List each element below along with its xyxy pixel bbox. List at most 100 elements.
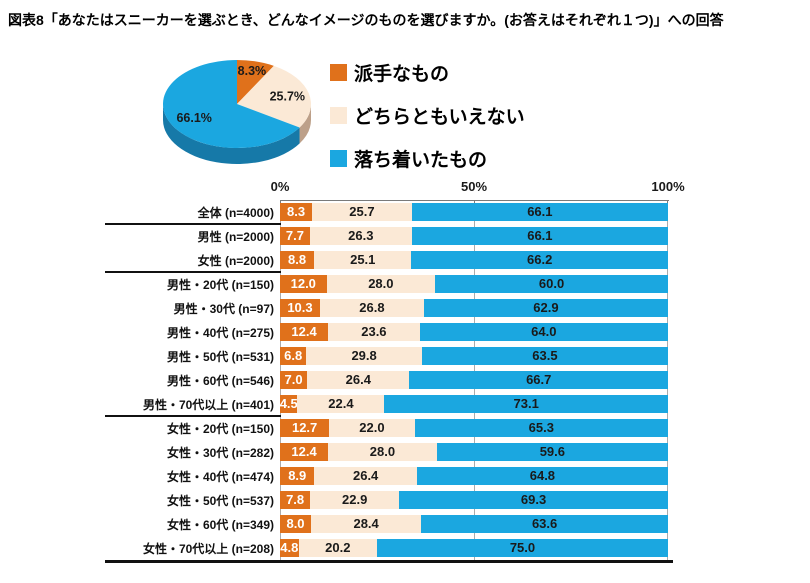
- bar-segment-2: 75.0: [376, 539, 668, 557]
- bar-row: 女性・50代 (n=537) 7.8 22.9 69.3: [105, 488, 669, 512]
- stacked-bar: 7.8 22.9 69.3: [280, 491, 668, 509]
- x-axis-tick-label: 0%: [270, 179, 290, 194]
- bar-segment-1: 22.4: [297, 395, 385, 413]
- bar-chart: 0% 50% 100% 全体 (n=4000) 8.3 25.7 66.1 男性 (n=20…: [105, 179, 685, 567]
- bar-value: 12.4: [291, 444, 317, 459]
- bar-segment-0: 12.4: [280, 323, 329, 341]
- legend-item: どちらともいえない: [330, 103, 525, 128]
- bar-row: 女性・60代 (n=349) 8.0 28.4 63.6: [105, 512, 669, 536]
- bar-segment-0: 6.8: [280, 347, 307, 365]
- row-label: 女性・70代以上 (n=208): [142, 541, 274, 556]
- bar-row: 男性・30代 (n=97) 10.3 26.8 62.9: [105, 296, 669, 320]
- pie-slice-0: [237, 60, 274, 104]
- bar-segment-2: 69.3: [399, 491, 668, 509]
- bar-segment-0: 7.7: [280, 227, 310, 245]
- bar-segment-1: 22.9: [310, 491, 400, 509]
- bar-value: 25.1: [350, 252, 376, 267]
- pie-value-label: 66.1%: [176, 111, 211, 125]
- legend-item: 派手なもの: [330, 60, 525, 85]
- bar-segment-0: 8.9: [280, 467, 315, 485]
- bar-row: 男性・70代以上 (n=401) 4.5 22.4 73.1: [105, 392, 669, 416]
- bar-value: 63.6: [531, 516, 558, 531]
- bar-segment-2: 66.7: [409, 371, 668, 389]
- pie-chart: 8.3%25.7% 66.1%: [162, 60, 311, 164]
- stacked-bar: 10.3 26.8 62.9: [280, 299, 668, 317]
- bar-value: 59.6: [539, 444, 565, 459]
- bar-segment-0: 8.3: [280, 203, 313, 221]
- bar-value: 22.0: [359, 420, 385, 435]
- pie-slice-2: [162, 60, 300, 148]
- bar-segment-0: 8.8: [280, 251, 315, 269]
- bar-value: 10.3: [287, 300, 313, 315]
- bar-segment-0: 12.7: [280, 419, 330, 437]
- bar-segment-1: 22.0: [329, 419, 415, 437]
- bar-value: 12.4: [291, 324, 317, 339]
- bar-segment-2: 65.3: [414, 419, 668, 437]
- bar-segment-0: 7.0: [280, 371, 308, 389]
- row-label: 男性・60代 (n=546): [166, 373, 274, 388]
- bar-value: 26.8: [359, 300, 385, 315]
- bar-row: 女性・40代 (n=474) 8.9 26.4 64.8: [105, 464, 669, 488]
- bar-value: 73.1: [513, 396, 539, 411]
- row-label: 男性・70代以上 (n=401): [142, 397, 274, 412]
- pie-slice-1: [237, 65, 311, 128]
- bar-value: 29.8: [351, 348, 377, 363]
- stacked-bar: 12.0 28.0 60.0: [280, 275, 668, 293]
- bar-segment-1: 23.6: [328, 323, 420, 341]
- legend: 派手なものどちらともいえない 落ち着いたもの: [330, 60, 525, 171]
- bar-row: 女性 (n=2000) 8.8 25.1 66.2: [105, 248, 669, 272]
- figure-title: 図表8「あなたはスニーカーを選ぶとき、どんなイメージのものを選びますか。(お答え…: [8, 12, 724, 28]
- stacked-bar: 12.4 23.6 64.0: [280, 323, 668, 341]
- row-label: 女性・30代 (n=282): [166, 445, 274, 460]
- group-separator: [105, 271, 281, 273]
- bar-value: 64.0: [531, 324, 557, 339]
- stacked-bar: 4.5 22.4 73.1: [280, 395, 668, 413]
- bar-value: 64.8: [529, 468, 556, 483]
- pie-side-2: [163, 104, 300, 164]
- bar-segment-2: 60.0: [435, 275, 668, 293]
- stacked-bar: 8.3 25.7 66.1: [280, 203, 668, 221]
- row-label: 女性・50代 (n=537): [166, 493, 274, 508]
- bar-segment-2: 66.2: [411, 251, 668, 269]
- stacked-bar: 8.9 26.4 64.8: [280, 467, 668, 485]
- bar-value: 4.8: [280, 540, 299, 555]
- row-label: 女性・40代 (n=474): [166, 469, 274, 484]
- stacked-bar: 6.8 29.8 63.5: [280, 347, 668, 365]
- x-axis-tick-label: 100%: [651, 179, 685, 194]
- bar-value: 65.3: [528, 420, 554, 435]
- bar-value: 26.4: [352, 468, 379, 483]
- bar-value: 7.8: [286, 492, 305, 507]
- bar-segment-2: 59.6: [436, 443, 668, 461]
- row-label: 女性・20代 (n=150): [166, 421, 274, 436]
- bar-segment-0: 7.8: [280, 491, 311, 509]
- pie-side-1: [299, 104, 311, 144]
- legend-label: どちらともいえない: [354, 106, 525, 128]
- bar-segment-2: 63.5: [421, 347, 668, 365]
- stacked-bar: 12.4 28.0 59.6: [280, 443, 668, 461]
- bar-segment-1: 20.2: [298, 539, 377, 557]
- bar-segment-1: 26.4: [314, 467, 417, 485]
- stacked-bar: 8.0 28.4 63.6: [280, 515, 668, 533]
- legend-label: 落ち着いたもの: [354, 149, 488, 171]
- bar-value: 25.7: [349, 204, 375, 219]
- bar-segment-1: 26.8: [319, 299, 424, 317]
- group-separator: [105, 223, 281, 225]
- bar-value: 75.0: [509, 540, 536, 555]
- legend-item: 落ち着いたもの: [330, 146, 525, 171]
- bar-value: 6.8: [284, 348, 303, 363]
- bar-segment-1: 28.0: [328, 443, 437, 461]
- bar-value: 66.2: [527, 252, 553, 267]
- bar-row: 男性・40代 (n=275) 12.4 23.6 64.0: [105, 320, 669, 344]
- bar-value: 8.3: [287, 204, 306, 219]
- stacked-bar: 7.0 26.4 66.7: [280, 371, 668, 389]
- bar-segment-1: 26.3: [309, 227, 412, 245]
- bar-segment-0: 4.8: [280, 539, 299, 557]
- bar-segment-2: 66.1: [411, 227, 668, 245]
- bar-value: 22.9: [342, 492, 368, 507]
- x-axis-tick-label: 50%: [460, 179, 488, 194]
- bar-segment-0: 12.0: [280, 275, 327, 293]
- bar-segment-0: 10.3: [280, 299, 320, 317]
- row-label: 全体 (n=4000): [197, 205, 274, 220]
- bar-segment-1: 28.4: [311, 515, 422, 533]
